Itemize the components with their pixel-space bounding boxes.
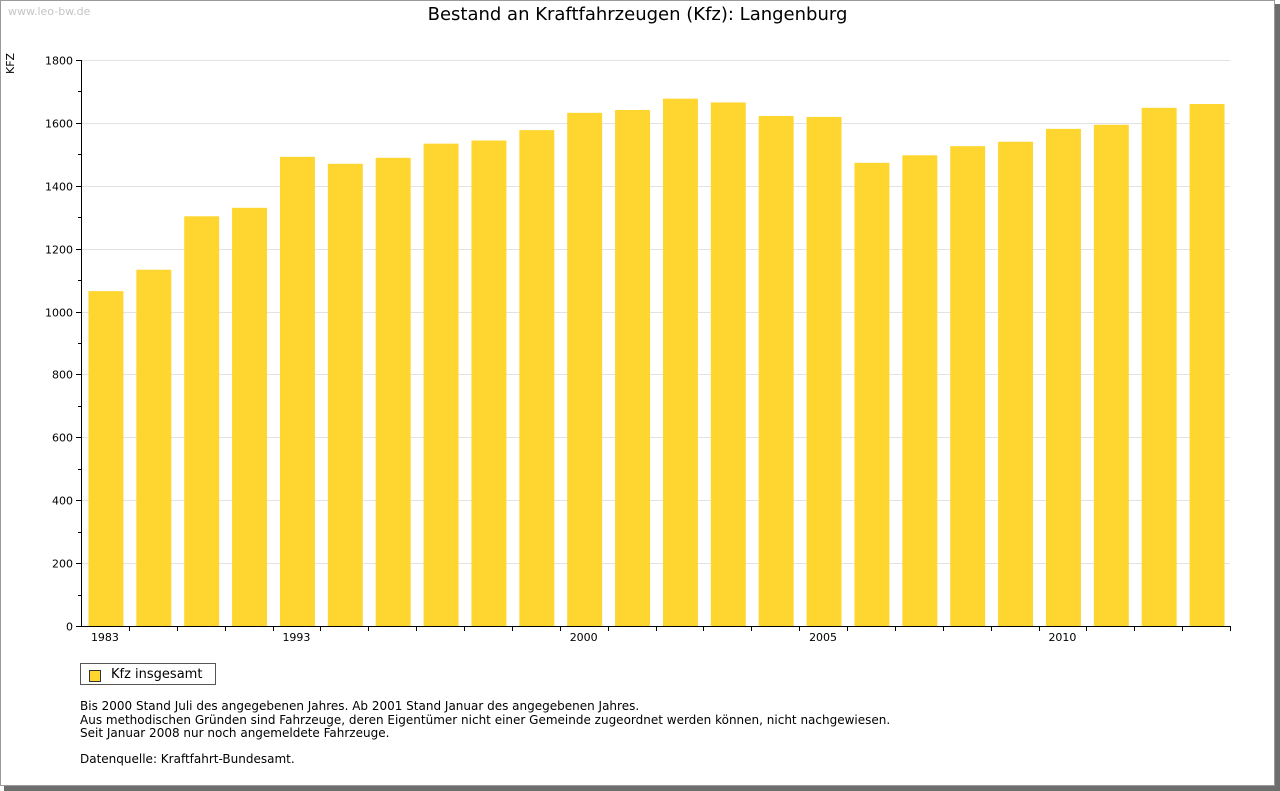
bar: [1045, 128, 1081, 626]
y-tick-label: 1600: [45, 118, 73, 131]
bar: [902, 155, 938, 626]
bar: [567, 112, 603, 627]
note-line: Aus methodischen Gründen sind Fahrzeuge,…: [80, 712, 891, 727]
x-tick-label: 1983: [91, 631, 119, 644]
bar: [710, 102, 746, 626]
x-tick-label: 2010: [1048, 631, 1076, 644]
bar: [471, 140, 507, 626]
watermark: www.leo-bw.de: [8, 5, 91, 18]
bar: [806, 116, 842, 627]
note-line: Bis 2000 Stand Juli des angegebenen Jahr…: [80, 699, 640, 713]
chart-title: Bestand an Kraftfahrzeugen (Kfz): Langen…: [427, 4, 848, 25]
y-tick-label: 0: [66, 621, 73, 634]
bar: [519, 130, 555, 627]
y-tick-label: 1400: [45, 181, 73, 194]
x-tick-label: 1993: [282, 631, 310, 644]
bar: [232, 207, 268, 627]
data-source: Datenquelle: Kraftfahrt-Bundesamt.: [80, 752, 295, 766]
y-tick-label: 800: [52, 369, 73, 382]
bar: [184, 216, 220, 627]
bar: [615, 109, 651, 627]
legend-label: Kfz insgesamt: [111, 667, 203, 682]
bar: [279, 156, 315, 627]
bar: [1141, 107, 1177, 627]
bar: [950, 146, 986, 626]
bar: [662, 98, 698, 627]
y-tick-label: 200: [52, 558, 73, 571]
x-tick-label: 2005: [809, 631, 837, 644]
note-line: Seit Januar 2008 nur noch angemeldete Fa…: [80, 726, 390, 740]
y-tick-label: 1000: [45, 307, 73, 320]
bar: [1189, 104, 1225, 627]
bar: [88, 291, 124, 626]
bar: [1093, 124, 1129, 626]
frame-shadow-bottom: [4, 786, 1280, 791]
bar: [375, 157, 411, 626]
legend: Kfz insgesamt: [80, 663, 216, 685]
y-tick-label: 1800: [45, 55, 73, 68]
legend-swatch: [89, 670, 101, 682]
y-tick-label: 600: [52, 432, 73, 445]
bar: [423, 143, 459, 627]
y-tick-label: 400: [52, 495, 73, 508]
bar: [136, 269, 172, 626]
x-tick-label: 2000: [570, 631, 598, 644]
bar: [758, 115, 794, 627]
bar: [998, 141, 1034, 626]
bar: [854, 162, 890, 626]
y-tick-label: 1200: [45, 244, 73, 257]
chart-notes: Bis 2000 Stand Juli des angegebenen Jahr…: [80, 699, 891, 741]
bar: [327, 163, 363, 626]
frame-shadow-right: [1275, 4, 1280, 791]
bar-chart: 0 200 400 600 800 1000 1200 1400 1600 1800 1983 199…: [45, 55, 1231, 644]
